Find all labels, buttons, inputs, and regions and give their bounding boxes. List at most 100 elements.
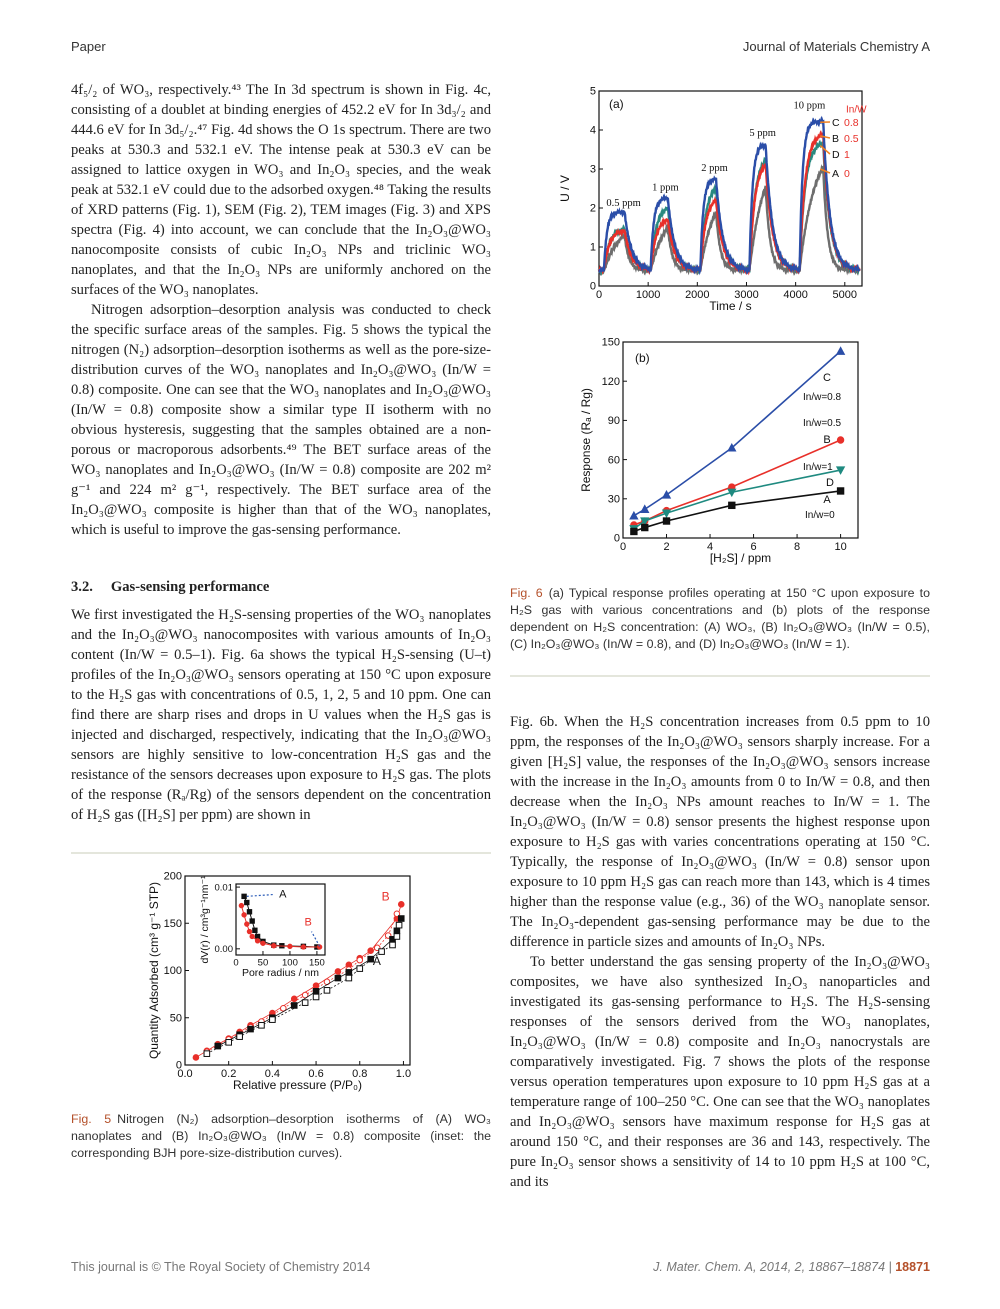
x-axis-label: Relative pressure (P/P₀): [233, 1078, 362, 1092]
figure-5-chart: 0.0 0.2 0.4 0.6 0.8 1.0 0 50 100 150 200 Relative p…: [147, 871, 411, 1092]
caption-text: (a) Typical response profiles operating …: [510, 586, 930, 651]
series-label: D: [832, 149, 840, 161]
circle-marker: [254, 938, 261, 944]
circle-marker: [356, 956, 364, 964]
y-tick-label: 120: [602, 376, 620, 388]
concentration-label: 1 ppm: [652, 182, 679, 193]
triangle-up-marker: [835, 346, 846, 355]
square-marker: [241, 893, 247, 900]
square-marker: [378, 948, 385, 955]
square-marker: [252, 927, 258, 934]
y-tick-label: 0.00: [215, 944, 234, 955]
y-tick-label: 2: [590, 203, 596, 215]
inset-label-A: A: [279, 889, 287, 901]
triangle-down-marker: [727, 488, 737, 498]
right-column-text: Fig. 6b. When the H₂S concentration incr…: [510, 712, 930, 1192]
paragraph: Fig. 6b. When the H₂S concentration incr…: [510, 714, 930, 950]
y-axis-label: U / V: [558, 175, 572, 202]
square-marker: [236, 1033, 243, 1040]
caption-label: Fig. 6: [510, 586, 543, 600]
series-letter-label: A: [823, 494, 831, 506]
circle-marker: [249, 933, 255, 940]
square-marker: [249, 918, 255, 924]
x-tick-label: 4000: [783, 289, 807, 301]
square-marker: [312, 987, 320, 995]
x-axis-label: Pore radius / nm: [242, 967, 319, 979]
square-marker: [389, 941, 396, 949]
page-number: 18871: [895, 1260, 930, 1274]
series-label-B: B: [382, 890, 390, 904]
series-label: C: [832, 117, 840, 129]
left-column-text: 4f₅/₂ of WO₃, respectively.⁴³ The In 3d …: [71, 80, 491, 540]
caption-text: Nitrogen (N₂) adsorption–desorption isot…: [71, 1112, 491, 1160]
plot-frame: [598, 90, 863, 287]
inset-label-B: B: [305, 916, 312, 928]
y-tick-label: 60: [608, 454, 620, 466]
series-C-curve: [598, 115, 861, 276]
square-marker: [641, 523, 649, 532]
y-tick-label: 0: [590, 281, 596, 293]
x-tick-label: 150: [309, 958, 325, 969]
circle-marker: [393, 910, 401, 918]
square-marker: [246, 909, 253, 915]
y-tick-label: 0: [614, 533, 620, 545]
x-axis-label: Time / s: [709, 299, 751, 313]
circle-marker: [246, 928, 253, 935]
triangle-down-marker: [640, 517, 650, 526]
x-tick-label: 6: [750, 541, 756, 553]
concentration-label: 2 ppm: [701, 163, 728, 174]
concentration-label: 10 ppm: [794, 101, 826, 112]
circle-marker: [836, 436, 845, 444]
header-journal-title: Journal of Materials Chemistry A: [742, 39, 930, 54]
header-section-label: Paper: [71, 39, 106, 54]
circle-marker: [300, 944, 307, 950]
square-marker: [395, 921, 403, 929]
circle-marker: [192, 1054, 200, 1061]
square-marker: [356, 965, 364, 972]
circle-marker: [334, 968, 342, 975]
section-title: Gas-sensing performance: [110, 579, 270, 595]
x-tick-label: 4: [707, 541, 713, 553]
circle-marker: [316, 944, 323, 950]
y-tick-label: 1: [590, 242, 596, 254]
square-marker: [393, 933, 401, 940]
triangle-up-marker: [640, 504, 650, 513]
figure-divider: [510, 675, 930, 677]
circle-marker: [287, 943, 293, 950]
y-axis-label: Quantity Adsorbed (cm³ g⁻¹ STP): [147, 882, 161, 1059]
series-B-desorption-line: [206, 913, 398, 1053]
legend-title: In/W: [846, 104, 867, 115]
square-marker: [345, 974, 353, 982]
paragraph: 4f₅/₂ of WO₃, respectively.⁴³ The In 3d …: [71, 82, 491, 298]
figure-5-caption: Fig. 5 Nitrogen (N₂) adsorption–desorptio…: [71, 1111, 491, 1162]
figure-divider: [71, 852, 491, 854]
paragraph: We first investigated the H₂S-sensing pr…: [71, 607, 491, 823]
square-marker: [367, 955, 374, 963]
paragraph: To better understand the gas sensing pro…: [510, 954, 930, 1190]
square-marker: [301, 999, 309, 1006]
y-axis-label: dV(r) / cm³g⁻¹nm⁻¹: [199, 875, 211, 964]
y-tick-label: 0: [176, 1060, 182, 1072]
series-in-w-label: In/w=1: [803, 462, 833, 473]
citation-text: J. Mater. Chem. A, 2014, 2, 18867–18874 …: [653, 1260, 892, 1274]
series-arrow: [819, 168, 831, 174]
series-label: B: [832, 133, 839, 145]
y-tick-label: 0.01: [215, 882, 234, 893]
square-marker: [836, 487, 845, 495]
circle-marker: [271, 943, 277, 949]
x-tick-label: 0.4: [265, 1068, 280, 1080]
square-marker: [345, 969, 353, 976]
circle-marker: [367, 947, 374, 954]
x-tick-label: 8: [794, 541, 800, 553]
x-tick-label: 3000: [734, 289, 758, 301]
square-marker: [214, 1042, 222, 1050]
panel-label: (b): [635, 351, 650, 365]
x-tick-label: 0.0: [177, 1068, 192, 1080]
circle-marker: [238, 902, 245, 909]
x-tick-label: 0: [233, 958, 238, 969]
square-marker: [258, 1022, 265, 1029]
y-tick-label: 30: [608, 493, 620, 505]
x-axis-label: [H₂S] / ppm: [710, 551, 771, 565]
